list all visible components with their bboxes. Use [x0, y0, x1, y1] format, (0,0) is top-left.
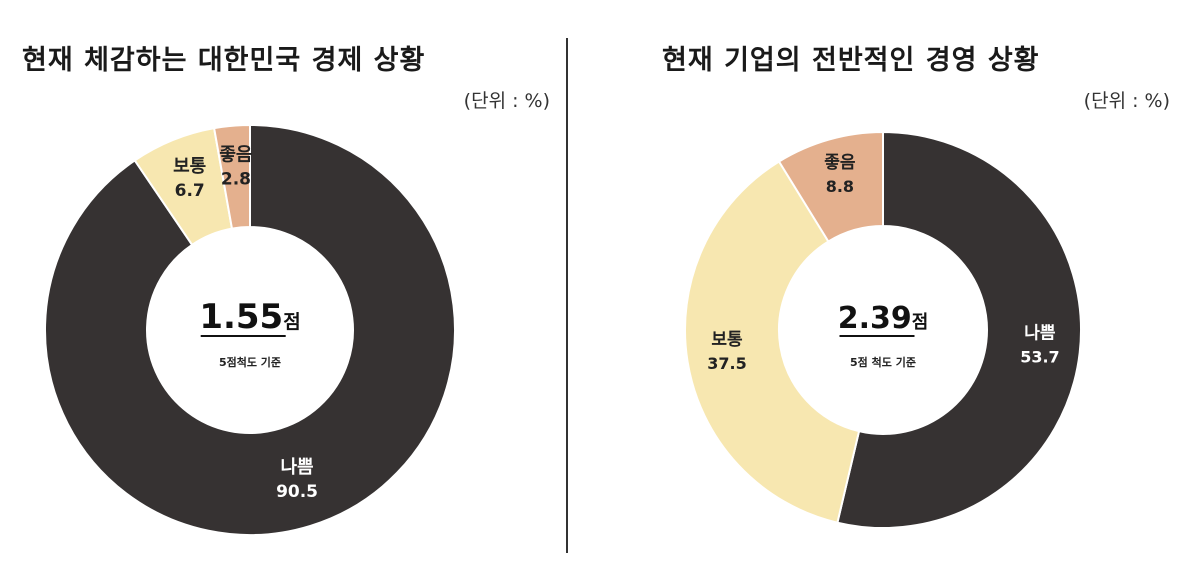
slice-label-name: 보통 [711, 330, 743, 350]
center-score-value: 2.39 [838, 301, 912, 336]
slice-label-name: 좋음 [219, 145, 252, 166]
donut-slice-나쁨 [836, 130, 1082, 529]
unit-label: (단위 : %) [1083, 90, 1170, 112]
chart-title: 현재 기업의 전반적인 경영 상황 [662, 45, 1040, 76]
chart-panel-economy: 현재 체감하는 대한민국 경제 상황 (단위 : %) 나쁨 90.5 보통 6.7 좋… [0, 0, 580, 567]
slice-label-name: 보통 [173, 156, 206, 177]
center-note: 5점척도 기준 [219, 355, 281, 369]
donut-slice-나쁨 [44, 123, 456, 536]
center-score: 1.55점 [199, 297, 300, 337]
center-score: 2.39점 [838, 301, 929, 336]
center-score-suffix: 점 [283, 311, 300, 333]
slice-label-name: 나쁨 [280, 457, 313, 478]
panel-divider [566, 38, 568, 553]
slice-label-name: 나쁨 [1024, 323, 1056, 343]
slice-label-value: 37.5 [707, 354, 746, 373]
center-score-suffix: 점 [912, 312, 929, 333]
donut-slice-보통 [684, 160, 861, 524]
center-note: 5점 척도 기준 [850, 355, 916, 369]
donut-chart-economy: 나쁨 90.5 보통 6.7 좋음 2.8 1.55점 5점척도 기준 [44, 123, 456, 536]
donut-chart-business: 나쁨 53.7 보통 37.5 좋음 8.8 2.39점 5점 척도 기준 [684, 130, 1082, 529]
slice-label-value: 53.7 [1020, 347, 1059, 366]
donut-slice-좋음 [212, 123, 251, 230]
slice-label-value: 8.8 [826, 177, 854, 196]
chart-panel-business: 현재 기업의 전반적인 경영 상황 (단위 : %) 나쁨 53.7 보통 37.5 좋… [580, 0, 1200, 567]
donut-slice-좋음 [777, 130, 884, 243]
slice-label-value: 90.5 [276, 482, 318, 502]
slice-label-value: 2.8 [221, 170, 251, 190]
chart-title: 현재 체감하는 대한민국 경제 상황 [22, 45, 426, 76]
slice-label-value: 6.7 [175, 181, 205, 201]
unit-label: (단위 : %) [463, 90, 550, 112]
center-score-value: 1.55 [199, 297, 283, 337]
slice-label-name: 좋음 [824, 153, 856, 173]
